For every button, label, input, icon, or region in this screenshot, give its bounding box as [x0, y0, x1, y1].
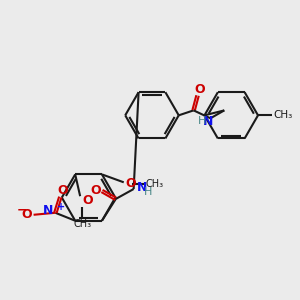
- Text: −: −: [16, 203, 27, 216]
- Text: O: O: [194, 83, 205, 96]
- Text: H: H: [144, 187, 152, 197]
- Text: N: N: [136, 181, 147, 194]
- Text: O: O: [91, 184, 101, 196]
- Text: H: H: [198, 116, 207, 126]
- Text: CH₃: CH₃: [274, 110, 293, 120]
- Text: CH₃: CH₃: [73, 219, 91, 229]
- Text: CH₃: CH₃: [146, 179, 164, 189]
- Text: N: N: [203, 115, 214, 128]
- Text: O: O: [82, 194, 93, 207]
- Text: O: O: [57, 184, 68, 197]
- Text: +: +: [57, 202, 65, 212]
- Text: O: O: [21, 208, 32, 221]
- Text: N: N: [43, 204, 53, 217]
- Text: O: O: [126, 177, 136, 190]
